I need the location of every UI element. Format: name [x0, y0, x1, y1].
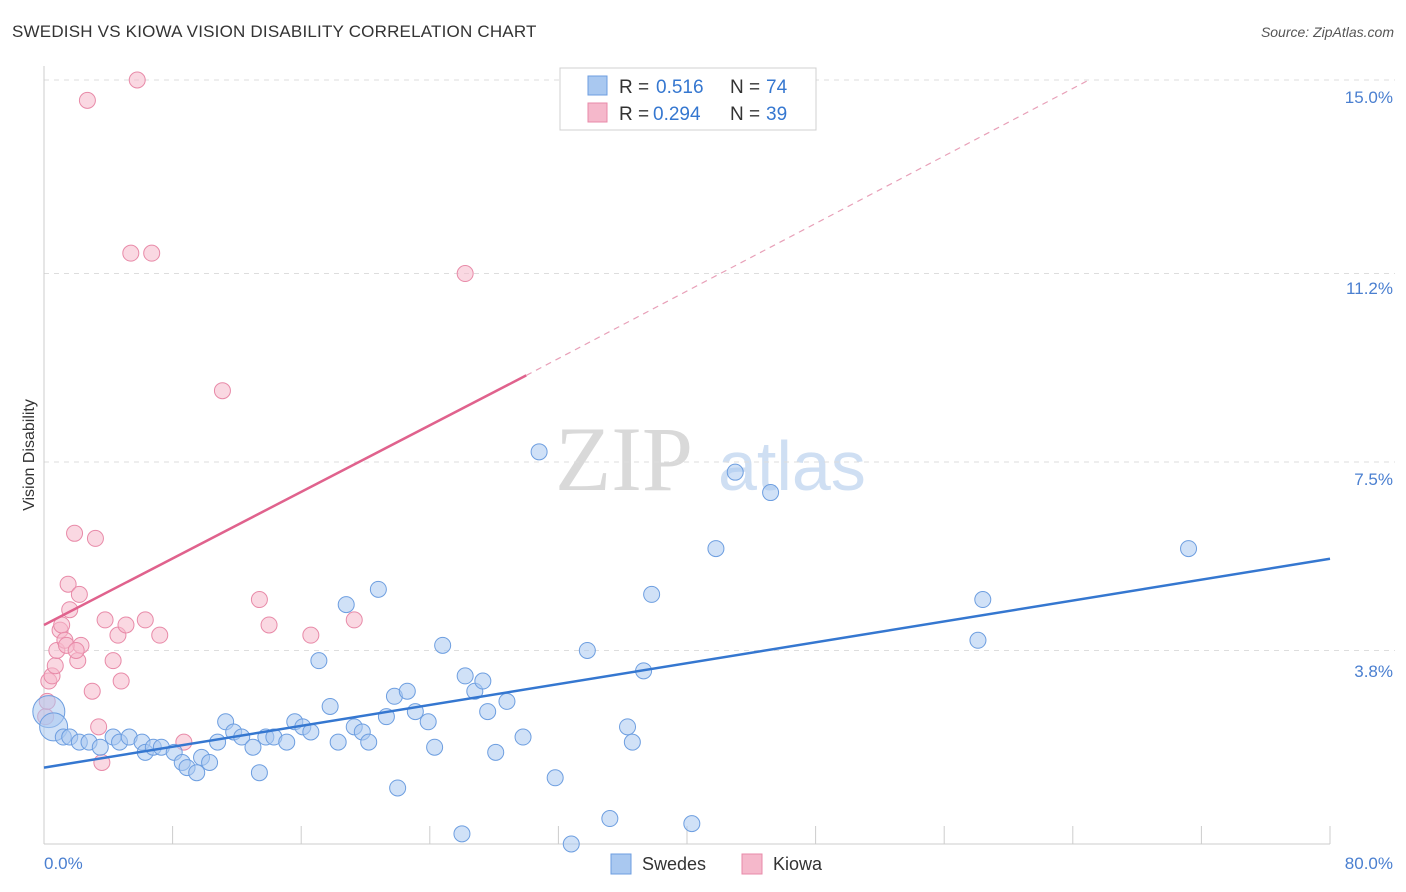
swedes-point-43 [398, 682, 416, 700]
series-legend: Swedes Kiowa [610, 853, 823, 875]
source-label: Source: ZipAtlas.com [1260, 24, 1394, 40]
legend-n-label-swedes: N = [730, 77, 760, 98]
kiowa-point-21 [96, 611, 114, 629]
kiowa-trend-line [43, 374, 527, 627]
swedes-point-71 [453, 825, 471, 843]
swedes-point-61 [623, 733, 641, 751]
swedes-point-38 [360, 733, 378, 751]
kiowa-point-27 [128, 71, 146, 89]
swedes-point-39 [369, 580, 387, 598]
swedes-point-69 [974, 591, 992, 609]
swedes-point-28 [278, 733, 296, 751]
legend-swatch-swedes [587, 75, 608, 96]
swedes-point-35 [337, 596, 355, 614]
legend-n-value-kiowa: 39 [766, 104, 787, 125]
legend-r-label-swedes: R = [619, 77, 649, 98]
kiowa-point-32 [213, 382, 231, 400]
swedes-point-25 [250, 764, 268, 782]
kiowa-point-10 [59, 575, 77, 593]
legend-r-value-kiowa: 0.294 [653, 104, 701, 125]
swedes-point-52 [487, 743, 505, 761]
kiowa-point-12 [66, 524, 84, 542]
swedes-point-51 [479, 703, 497, 721]
swedes-point-70 [1180, 540, 1198, 558]
kiowa-point-35 [302, 626, 320, 644]
kiowa-point-29 [143, 244, 161, 262]
kiowa-point-18 [86, 529, 104, 547]
swedes-point-20 [209, 733, 227, 751]
kiowa-point-19 [90, 718, 108, 736]
legend-r-value-swedes: 0.516 [656, 77, 704, 98]
legend-r-label-kiowa: R = [619, 104, 649, 125]
swedes-point-57 [562, 835, 580, 853]
swedes-point-64 [683, 815, 701, 833]
kiowa-point-34 [260, 616, 278, 634]
swedes-point-66 [726, 463, 744, 481]
kiowa-point-36 [345, 611, 363, 629]
kiowa-point-14 [70, 585, 88, 603]
swedes-point-48 [456, 667, 474, 685]
swedes-point-68 [969, 631, 987, 649]
y-axis-label: Vision Disability [21, 399, 38, 511]
legend-swatch-kiowa [587, 102, 608, 123]
bottom-legend-kiowa: Kiowa [773, 854, 823, 874]
legend-n-label-kiowa: N = [730, 104, 760, 125]
swedes-point-60 [619, 718, 637, 736]
kiowa-point-24 [112, 672, 130, 690]
swedes-point-59 [601, 810, 619, 828]
kiowa-point-17 [83, 682, 101, 700]
swedes-point-32 [310, 652, 328, 670]
y-tick-11-2: 11.2% [1346, 279, 1393, 298]
kiowa-trend-extension [525, 79, 1090, 376]
swedes-point-65 [707, 540, 725, 558]
swedes-point-53 [498, 692, 516, 710]
bottom-legend-swatch-kiowa [741, 853, 763, 875]
y-tick-7-5: 7.5% [1354, 470, 1393, 489]
swedes-point-17 [188, 764, 206, 782]
swedes-trend-line [43, 557, 1331, 769]
kiowa-point-4 [46, 657, 64, 675]
swedes-point-33 [321, 697, 339, 715]
swedes-point-56 [546, 769, 564, 787]
grid-lines [44, 79, 1395, 651]
correlation-legend: R = 0.516 N = 74 R = 0.294 N = 39 [559, 67, 817, 131]
swedes-point-42 [389, 779, 407, 797]
swedes-point-50 [474, 672, 492, 690]
swedes-point-46 [426, 738, 444, 756]
y-tick-15-0: 15.0% [1345, 88, 1393, 107]
swedes-point-67 [762, 484, 780, 502]
watermark-atlas: atlas [718, 427, 866, 505]
legend-n-value-swedes: 74 [766, 77, 788, 98]
swedes-point-34 [329, 733, 347, 751]
swedes-point-47 [434, 636, 452, 654]
swedes-point-58 [578, 641, 596, 659]
x-tick-max: 80.0% [1345, 854, 1393, 873]
y-tick-3-8: 3.8% [1354, 662, 1393, 681]
swedes-point-24 [244, 738, 262, 756]
kiowa-points [37, 71, 474, 772]
swedes-point-45 [419, 713, 437, 731]
kiowa-point-26 [122, 244, 140, 262]
kiowa-point-30 [151, 626, 169, 644]
swedes-point-6 [91, 738, 109, 756]
kiowa-point-16 [78, 91, 96, 109]
swedes-point-19 [201, 754, 219, 772]
swedes-point-55 [530, 443, 548, 461]
kiowa-point-28 [136, 611, 154, 629]
chart-title: SWEDISH VS KIOWA VISION DISABILITY CORRE… [12, 22, 537, 41]
kiowa-point-22 [104, 652, 122, 670]
kiowa-point-37 [456, 265, 474, 283]
bottom-legend-swedes: Swedes [642, 854, 706, 874]
trend-lines [43, 79, 1331, 769]
kiowa-point-25 [117, 616, 135, 634]
x-tick-min: 0.0% [44, 854, 83, 873]
swedes-point-54 [514, 728, 532, 746]
swedes-points [32, 443, 1198, 853]
bottom-legend-swatch-swedes [610, 853, 632, 875]
kiowa-point-38 [67, 641, 85, 659]
swedes-point-63 [643, 585, 661, 603]
kiowa-point-33 [250, 591, 268, 609]
watermark-zip: ZIP [555, 408, 693, 510]
